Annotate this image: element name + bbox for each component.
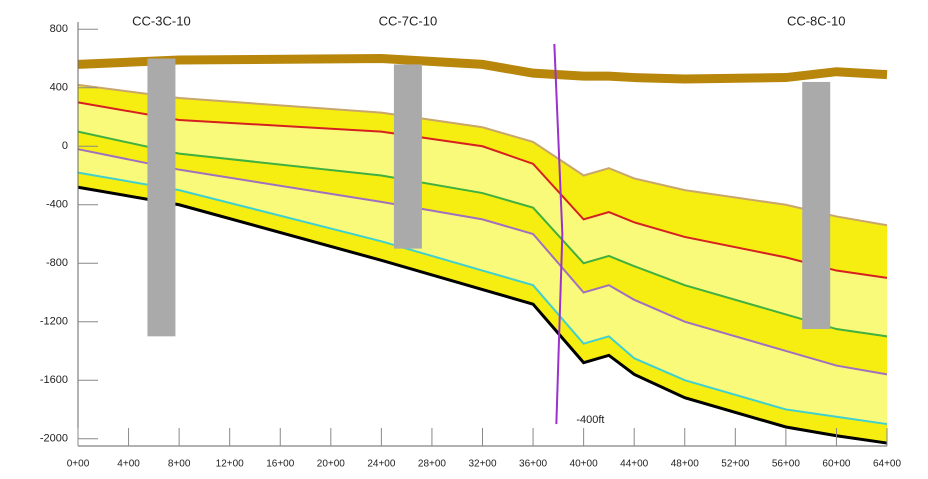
well	[802, 82, 830, 329]
surface	[78, 59, 887, 79]
y-tick-label: -800	[46, 257, 68, 269]
well-label: CC-7C-10	[379, 13, 438, 28]
well-label: CC-8C-10	[787, 13, 846, 28]
x-tick-label: 24+00	[367, 459, 396, 470]
x-tick-label: 44+00	[620, 459, 649, 470]
x-tick-label: 40+00	[570, 459, 599, 470]
chart: CC-3C-10 CC-7C-10 CC-8C-10 -400ft 800 400 0 -40…	[0, 0, 928, 474]
x-tick-label: 20+00	[317, 459, 346, 470]
y-tick-label: 0	[62, 140, 68, 152]
well-label: CC-3C-10	[132, 13, 191, 28]
x-tick-label: 48+00	[671, 459, 700, 470]
x-tick-label: 52+00	[721, 459, 750, 470]
x-tick-label: 28+00	[418, 459, 447, 470]
x-tick-label: 16+00	[266, 459, 295, 470]
y-tick-label: -1600	[40, 374, 68, 386]
well	[147, 59, 175, 337]
x-tick-label: 8+00	[168, 459, 191, 470]
x-tick-label: 64+00	[873, 459, 902, 470]
x-tick-label: 32+00	[468, 459, 497, 470]
y-tick-label: -400	[46, 199, 68, 211]
x-tick-label: 60+00	[822, 459, 851, 470]
fault-label: -400ft	[576, 414, 604, 426]
y-tick-label: 800	[50, 23, 68, 35]
x-tick-label: 0+00	[67, 459, 90, 470]
x-tick-label: 12+00	[216, 459, 245, 470]
y-tick-label: -2000	[40, 433, 68, 445]
well	[394, 64, 422, 248]
x-tick-label: 4+00	[117, 459, 140, 470]
x-tick-label: 36+00	[519, 459, 548, 470]
y-tick-label: -1200	[40, 316, 68, 328]
y-tick-label: 400	[50, 82, 68, 94]
x-tick-label: 56+00	[772, 459, 801, 470]
